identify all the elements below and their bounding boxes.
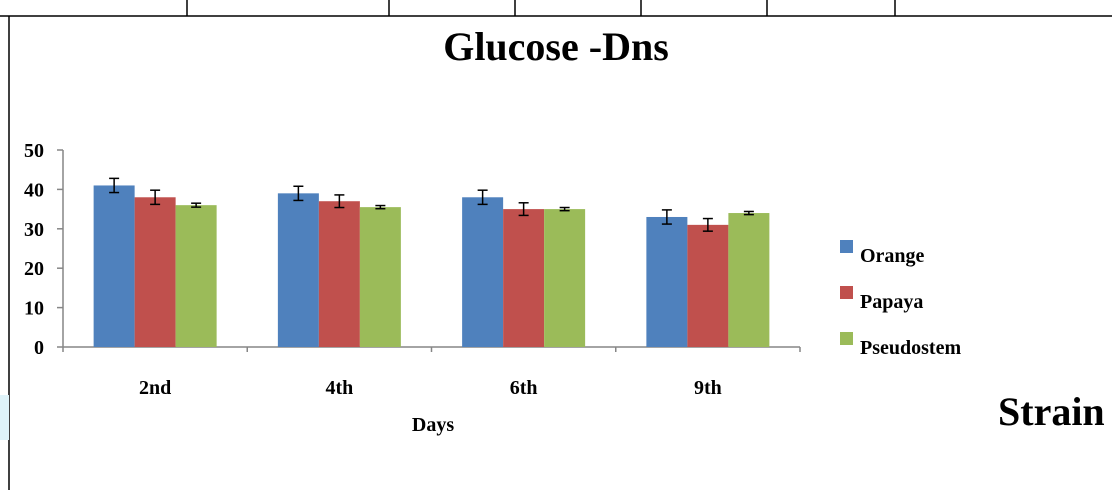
legend-swatch-papaya [840,286,853,299]
legend-label-pseudostem: Pseudostem [860,337,961,359]
y-tick-label: 50 [24,140,44,162]
x-tick-label: 9th [694,377,722,399]
bar-pseudostem-2nd [175,205,217,347]
bar-papaya-6th [503,209,545,347]
bar-papaya-4th [318,201,360,347]
bar-orange-4th [277,193,319,347]
y-tick-label: 10 [24,298,44,320]
plot-area: 0 10 20 30 40 50 2nd 4th 6th 9th [24,140,801,399]
bar-orange-2nd [93,185,135,347]
bar-pseudostem-9th [728,213,770,347]
y-tick-label: 0 [34,337,44,359]
legend-swatch-orange [840,240,853,253]
bar-pseudostem-6th [544,209,586,347]
legend-label-papaya: Papaya [860,291,923,313]
chart-title: Glucose -Dns [443,24,669,69]
side-text: Strain [998,389,1105,434]
y-tick-label: 40 [24,179,44,201]
bar-pseudostem-4th [359,207,401,347]
bar-orange-6th [462,197,504,347]
y-tick-label: 20 [24,258,44,280]
bar-papaya-9th [687,224,729,347]
bar-orange-9th [646,216,688,347]
x-tick-label: 2nd [139,377,171,399]
highlight-strip [0,395,9,440]
legend-label-orange: Orange [860,245,925,267]
legend: Orange Papaya Pseudostem [840,240,961,359]
legend-swatch-pseudostem [840,332,853,345]
x-tick-label: 6th [510,377,538,399]
y-tick-label: 30 [24,219,44,241]
x-tick-label: 4th [325,377,353,399]
x-axis-label: Days [412,414,454,436]
bar-papaya-2nd [134,197,176,347]
